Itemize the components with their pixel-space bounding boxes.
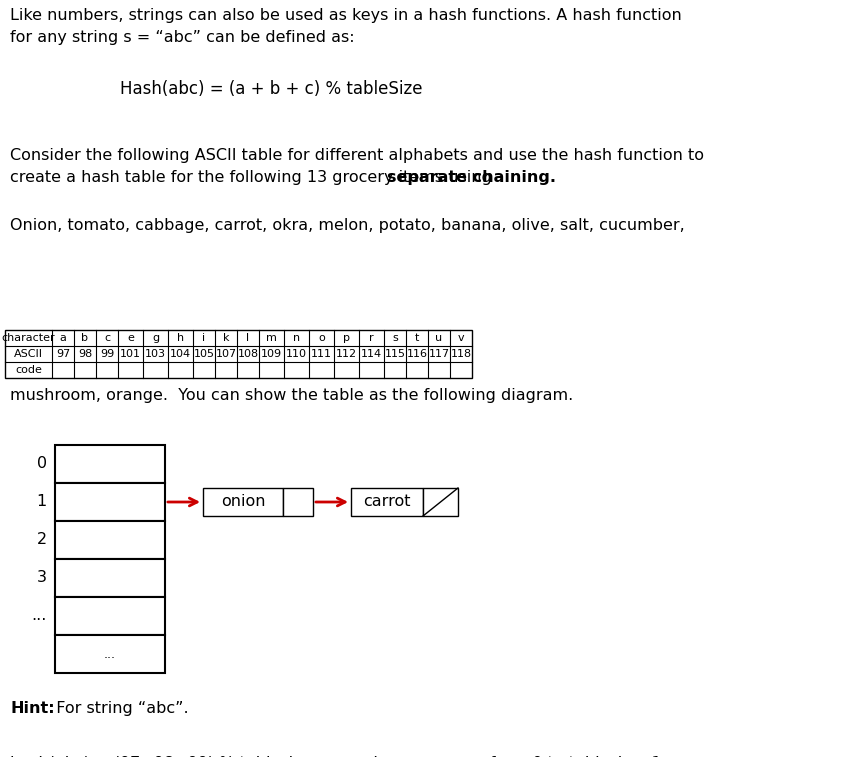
Text: l: l [246,333,250,343]
Text: separate chaining.: separate chaining. [387,170,556,185]
Bar [423,488,458,516]
Text: mushroom, orange.  You can show the table as the following diagram.: mushroom, orange. You can show the table… [10,388,573,403]
Text: 104: 104 [170,349,191,359]
Text: 111: 111 [311,349,332,359]
Text: Consider the following ASCII table for different alphabets and use the hash func: Consider the following ASCII table for d… [10,148,704,163]
Text: For string “abc”.: For string “abc”. [46,701,189,716]
Text: 1: 1 [37,494,47,509]
Bar [351,488,423,516]
Text: 110: 110 [286,349,307,359]
Text: 107: 107 [215,349,237,359]
Bar [55,521,165,559]
Bar [55,559,165,597]
Text: Like numbers, strings can also be used as keys in a hash functions. A hash funct: Like numbers, strings can also be used a… [10,8,682,23]
Text: m: m [266,333,277,343]
Text: ...: ... [32,609,47,624]
Text: carrot: carrot [363,494,411,509]
Text: a: a [59,333,66,343]
Text: character: character [2,333,55,343]
Text: create a hash table for the following 13 grocery items using: create a hash table for the following 13… [10,170,497,185]
Text: Onion, tomato, cabbage, carrot, okra, melon, potato, banana, olive, salt, cucumb: Onion, tomato, cabbage, carrot, okra, me… [10,218,684,233]
Text: s: s [392,333,398,343]
Text: 2: 2 [37,532,47,547]
Text: onion: onion [220,494,265,509]
Text: i: i [202,333,206,343]
Bar [203,488,283,516]
Bar [55,445,165,483]
Text: ...: ... [104,647,116,661]
Text: v: v [458,333,464,343]
Text: 108: 108 [238,349,258,359]
Text: 118: 118 [450,349,472,359]
Text: 109: 109 [261,349,282,359]
Text: 103: 103 [145,349,166,359]
Text: 3: 3 [37,571,47,585]
Text: 112: 112 [336,349,357,359]
Text: 114: 114 [361,349,382,359]
Text: c: c [104,333,110,343]
Text: Hint:: Hint: [10,701,54,716]
Text: 0: 0 [37,456,47,472]
Text: code: code [15,365,42,375]
Text: p: p [343,333,350,343]
Text: 99: 99 [100,349,115,359]
Bar [5,330,472,378]
Text: r: r [369,333,374,343]
Text: Hash(abc) = (a + b + c) % tableSize: Hash(abc) = (a + b + c) % tableSize [120,80,423,98]
Text: n: n [293,333,300,343]
Text: 97: 97 [56,349,70,359]
Bar [55,635,165,673]
Text: for any string s = “abc” can be defined as:: for any string s = “abc” can be defined … [10,30,355,45]
Text: 117: 117 [429,349,449,359]
Text: 101: 101 [120,349,141,359]
Text: g: g [152,333,159,343]
Text: h: h [177,333,184,343]
Text: 105: 105 [194,349,214,359]
Text: 116: 116 [406,349,428,359]
Text: t: t [415,333,419,343]
Bar [283,488,313,516]
Text: o: o [318,333,325,343]
Bar [55,483,165,521]
Bar [55,597,165,635]
Text: b: b [82,333,89,343]
Text: e: e [127,333,134,343]
Text: u: u [436,333,443,343]
Text: hash(abc) = (97+98+99) % tablesize =  x; where x ranges from 0 to tablesize -1: hash(abc) = (97+98+99) % tablesize = x; … [10,756,661,757]
Text: k: k [223,333,229,343]
Text: 98: 98 [77,349,92,359]
Text: ASCII: ASCII [14,349,43,359]
Text: 115: 115 [385,349,406,359]
